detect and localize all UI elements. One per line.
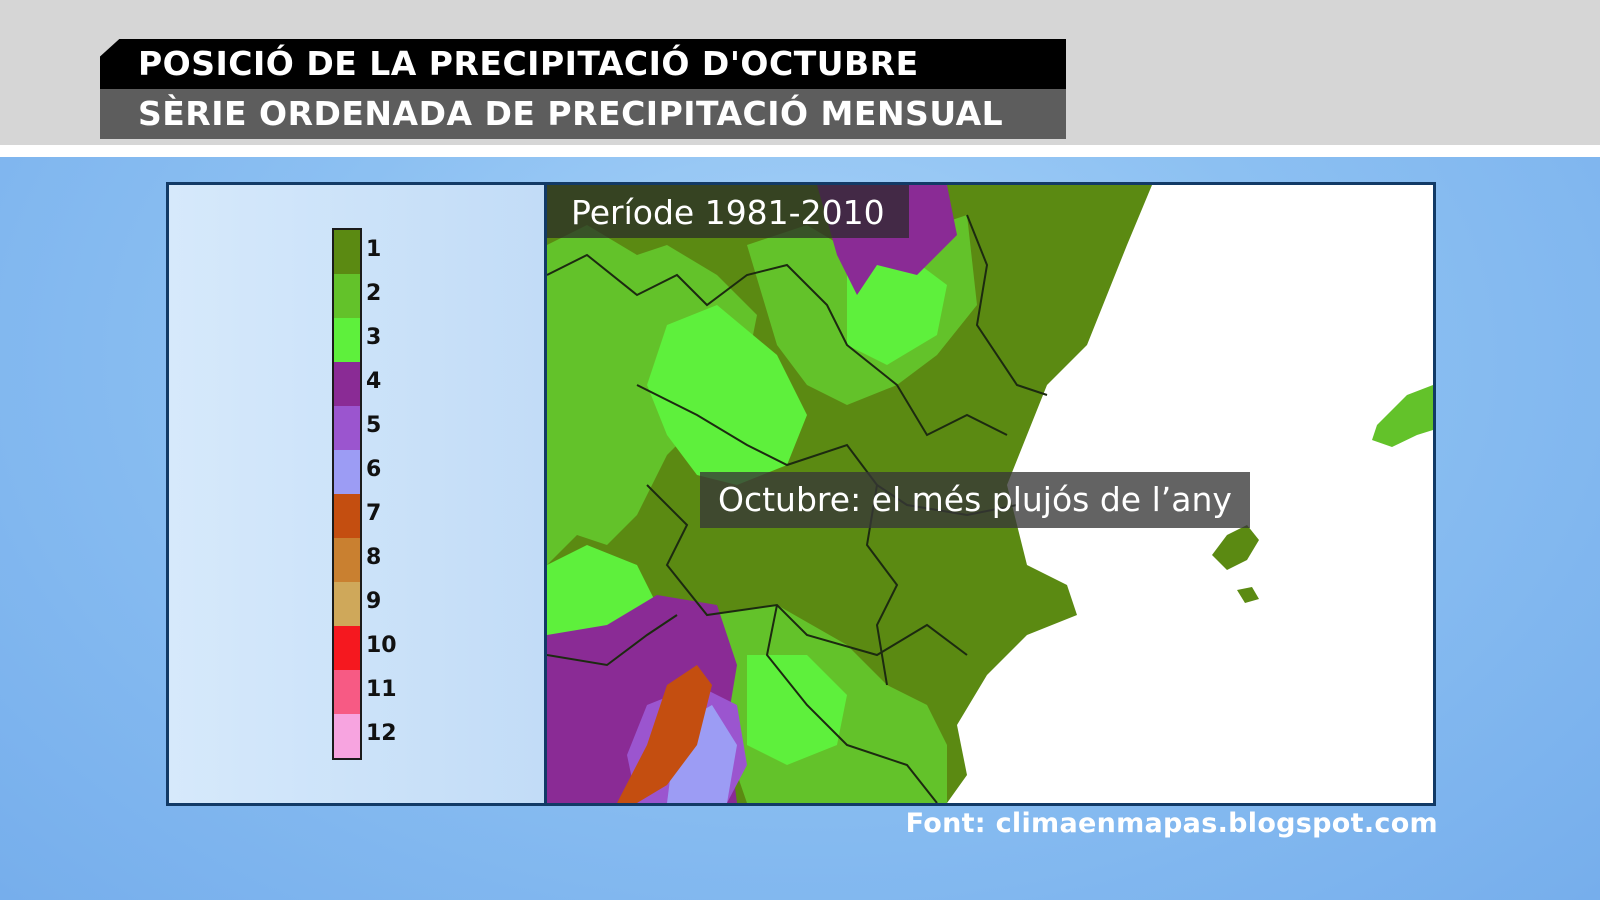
legend-label-4: 4 [366,369,382,394]
legend-labels: 1 2 3 4 5 6 7 8 9 10 11 12 [366,228,397,756]
period-label: Període 1981-2010 [547,185,909,238]
title-line-2: SÈRIE ORDENADA DE PRECIPITACIÓ MENSUAL [100,89,1066,139]
legend-swatch-3 [334,318,360,362]
island-ibiza [1212,525,1259,570]
legend-swatch-5 [334,406,360,450]
legend-swatch-7 [334,494,360,538]
legend-swatch-1 [334,230,360,274]
legend-swatch-10 [334,626,360,670]
legend-swatch-12 [334,714,360,758]
legend-label-9: 9 [366,589,382,614]
legend-swatch-6 [334,450,360,494]
legend-label-10: 10 [366,633,397,658]
legend-swatch-2 [334,274,360,318]
legend-label-3: 3 [366,325,382,350]
legend-label-6: 6 [366,457,382,482]
map-annotation: Octubre: el més plujós de l’any [700,472,1250,528]
legend-label-8: 8 [366,545,382,570]
region-rank-7 [617,665,712,803]
legend-swatch-11 [334,670,360,714]
legend-swatch-8 [334,538,360,582]
legend-color-bar [332,228,362,760]
legend-swatch-9 [334,582,360,626]
region-rank-3-south [747,655,847,765]
region-rank-3-center [647,305,807,485]
region-rank-3-north [847,255,947,365]
legend-label-2: 2 [366,281,382,306]
legend-panel: 1 2 3 4 5 6 7 8 9 10 11 12 [169,185,547,803]
legend-label-11: 11 [366,677,397,702]
title-line-1: POSICIÓ DE LA PRECIPITACIÓ D'OCTUBRE [100,39,1066,89]
source-credit: Font: climaenmapas.blogspot.com [905,808,1438,839]
legend-label-1: 1 [366,237,382,262]
legend-swatch-4 [334,362,360,406]
legend-label-7: 7 [366,501,382,526]
legend-label-5: 5 [366,413,382,438]
legend-label-12: 12 [366,721,397,746]
island-mallorca [1372,385,1433,447]
island-formentera [1237,587,1259,603]
province-borders [547,214,1048,803]
